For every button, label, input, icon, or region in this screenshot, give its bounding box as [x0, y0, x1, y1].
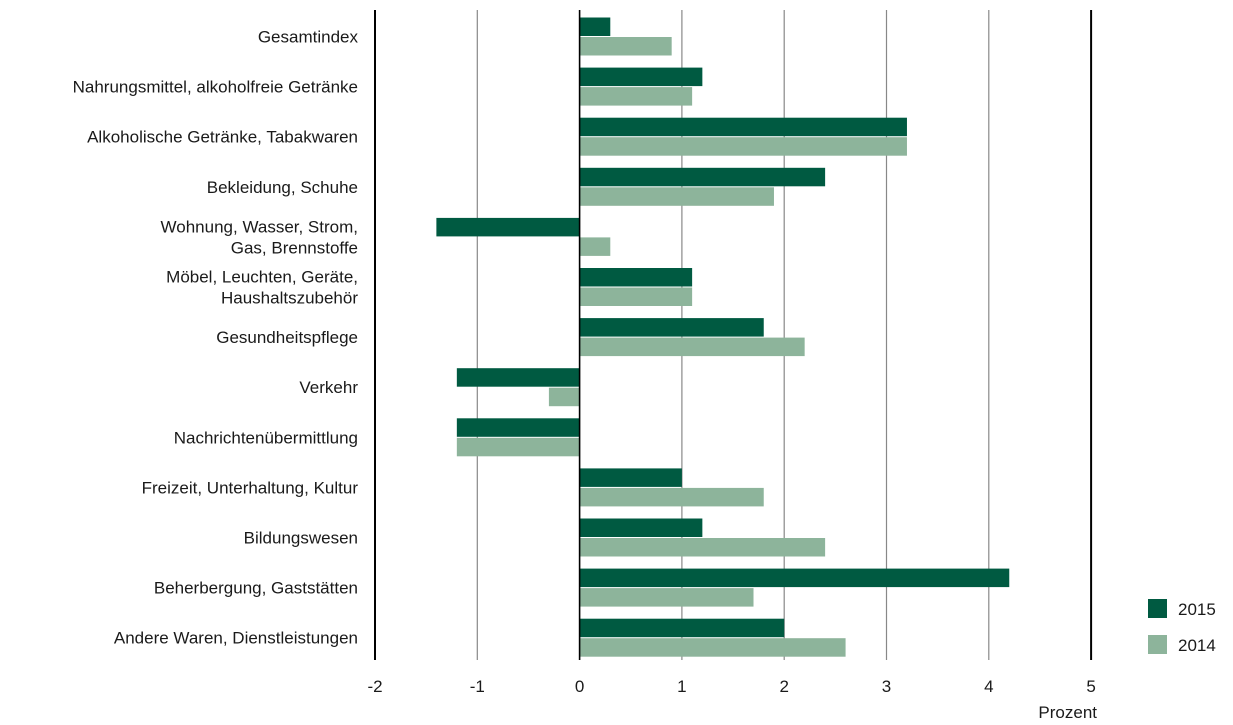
legend-label-2015: 2015	[1178, 600, 1216, 619]
bar-2015	[579, 318, 764, 337]
bar-group	[436, 17, 1010, 657]
category-label: Andere Waren, Dienstleistungen	[114, 629, 358, 648]
bar-2015	[579, 17, 611, 36]
x-axis-unit-label: Prozent	[1038, 703, 1097, 722]
category-label: Verkehr	[299, 378, 358, 397]
axis-lines	[374, 10, 1093, 660]
bar-2015	[579, 568, 1010, 588]
x-tick-label: 3	[882, 677, 891, 696]
category-label: Gesamtindex	[258, 28, 359, 47]
bar-2014	[579, 487, 764, 507]
category-label: Alkoholische Getränke, Tabakwaren	[87, 128, 358, 147]
bar-2015	[579, 468, 682, 487]
category-label: Möbel, Leuchten, Geräte,	[166, 268, 358, 287]
bar-2014	[579, 287, 693, 306]
bar-2014	[456, 437, 580, 457]
bar-2015	[579, 67, 703, 87]
category-label: Freizeit, Unterhaltung, Kultur	[142, 478, 359, 497]
bar-2014	[548, 387, 580, 407]
x-tick-label: 0	[575, 677, 584, 696]
x-tick-label: 4	[984, 677, 993, 696]
category-label: Bekleidung, Schuhe	[207, 178, 358, 197]
bar-2015	[456, 368, 580, 387]
bar-2014	[579, 588, 754, 607]
x-tick-label: -2	[367, 677, 382, 696]
bar-2014	[579, 538, 826, 557]
bar-2014	[579, 337, 805, 357]
category-label: Wohnung, Wasser, Strom,	[161, 217, 358, 236]
bar-2014	[579, 237, 611, 256]
legend-swatch-2015	[1148, 599, 1167, 618]
category-label: Nahrungsmittel, alkoholfreie Getränke	[73, 78, 358, 97]
x-tick-label: 5	[1086, 677, 1095, 696]
category-label: Gesundheitspflege	[216, 328, 358, 347]
bar-2014	[579, 187, 774, 206]
bar-2015	[579, 268, 693, 287]
bar-2014	[579, 137, 907, 156]
legend-label-2014: 2014	[1178, 636, 1216, 655]
bar-2015	[579, 117, 907, 137]
category-label: Beherbergung, Gaststätten	[154, 579, 358, 598]
x-tick-label: 2	[779, 677, 788, 696]
bar-2015	[579, 518, 703, 537]
bar-2014	[579, 638, 846, 657]
bar-2015	[456, 418, 580, 437]
bar-2015	[579, 618, 785, 638]
bar-2015	[579, 167, 826, 187]
legend: 2015 2014	[1148, 599, 1216, 655]
category-label: Nachrichtenübermittlung	[174, 428, 358, 447]
bar-2014	[579, 87, 693, 106]
tick-labels: -2 -1 0 1 2 3 4 5	[367, 677, 1095, 696]
category-label: Haushaltszubehör	[221, 289, 358, 308]
legend-swatch-2014	[1148, 635, 1167, 654]
category-labels: Gesamtindex Nahrungsmittel, alkoholfreie …	[73, 28, 359, 648]
bar-2014	[579, 37, 672, 56]
x-tick-label: -1	[470, 677, 485, 696]
x-tick-label: 1	[677, 677, 686, 696]
category-label: Bildungswesen	[244, 529, 358, 548]
bar-2015	[436, 217, 580, 237]
category-label: Gas, Brennstoffe	[231, 238, 358, 257]
